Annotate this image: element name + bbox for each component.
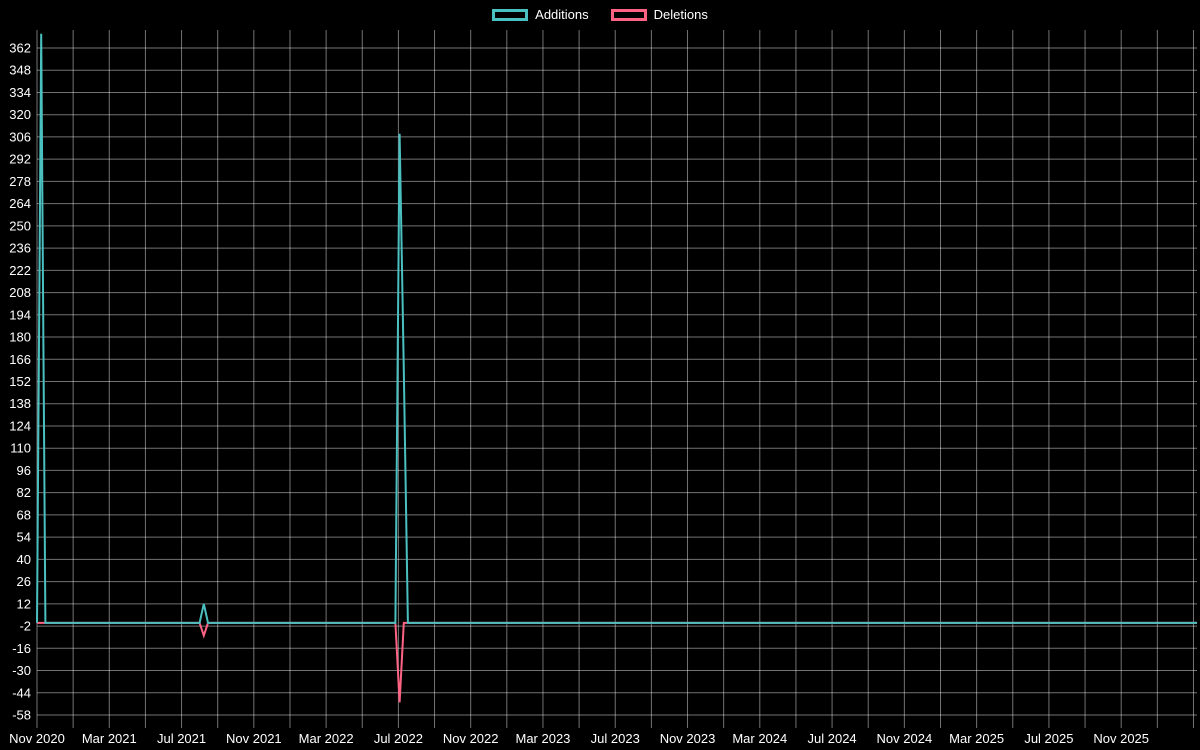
y-tick-label: 180	[9, 330, 31, 345]
x-tick-label: Mar 2025	[949, 731, 1004, 746]
x-tick-label: Nov 2021	[226, 731, 282, 746]
series-additions-line	[36, 33, 1197, 624]
legend-swatch-deletions	[610, 8, 647, 21]
y-tick-label: 82	[17, 485, 31, 500]
y-tick-label: -44	[12, 685, 31, 700]
x-tick-label: Jul 2023	[591, 731, 640, 746]
x-tick-label: Nov 2023	[660, 731, 716, 746]
y-tick-label: -2	[19, 619, 31, 634]
chart-legend: Additions Deletions	[0, 8, 1200, 21]
x-tick-label: Jul 2025	[1024, 731, 1073, 746]
y-tick-label: 208	[9, 285, 31, 300]
x-tick-label: Nov 2024	[877, 731, 933, 746]
y-tick-label: 306	[9, 129, 31, 144]
y-tick-label: 96	[17, 463, 31, 478]
y-tick-label: 166	[9, 352, 31, 367]
y-tick-label: 194	[9, 307, 31, 322]
y-tick-label: -30	[12, 663, 31, 678]
x-tick-label: Mar 2023	[515, 731, 570, 746]
y-tick-label: 110	[10, 441, 31, 456]
y-tick-label: 40	[17, 552, 31, 567]
y-tick-label: 236	[9, 241, 31, 256]
y-tick-label: 362	[9, 41, 31, 56]
y-tick-label: -16	[12, 641, 31, 656]
x-tick-label: Mar 2024	[732, 731, 787, 746]
y-tick-label: 348	[9, 63, 31, 78]
x-tick-label: Mar 2021	[82, 731, 137, 746]
legend-label-deletions: Deletions	[653, 7, 708, 22]
x-tick-label: Nov 2020	[9, 731, 65, 746]
legend-swatch-additions	[492, 8, 529, 21]
y-tick-label: 68	[17, 507, 31, 522]
x-tick-label: Nov 2022	[443, 731, 499, 746]
x-tick-label: Jul 2022	[374, 731, 423, 746]
legend-label-additions: Additions	[535, 7, 589, 22]
y-tick-label: 124	[9, 418, 31, 433]
y-tick-label: 264	[9, 196, 31, 211]
y-tick-label: 320	[9, 107, 31, 122]
y-tick-label: 278	[9, 174, 31, 189]
x-tick-label: Jul 2021	[157, 731, 206, 746]
y-tick-label: 26	[17, 574, 31, 589]
y-tick-label: 334	[9, 85, 31, 100]
legend-item-additions[interactable]: Additions	[492, 7, 589, 22]
y-tick-label: 222	[9, 263, 31, 278]
y-tick-label: 292	[9, 152, 31, 167]
y-tick-label: 138	[9, 396, 31, 411]
y-tick-label: -58	[12, 708, 31, 723]
legend-item-deletions[interactable]: Deletions	[610, 7, 708, 22]
x-tick-label: Jul 2024	[808, 731, 857, 746]
series-deletions-line	[36, 621, 1197, 703]
y-tick-label: 250	[9, 218, 31, 233]
y-tick-label: 54	[17, 530, 31, 545]
y-tick-label: 12	[17, 596, 31, 611]
x-tick-label: Nov 2025	[1093, 731, 1149, 746]
x-tick-label: Mar 2022	[299, 731, 354, 746]
y-tick-label: 152	[9, 374, 31, 389]
